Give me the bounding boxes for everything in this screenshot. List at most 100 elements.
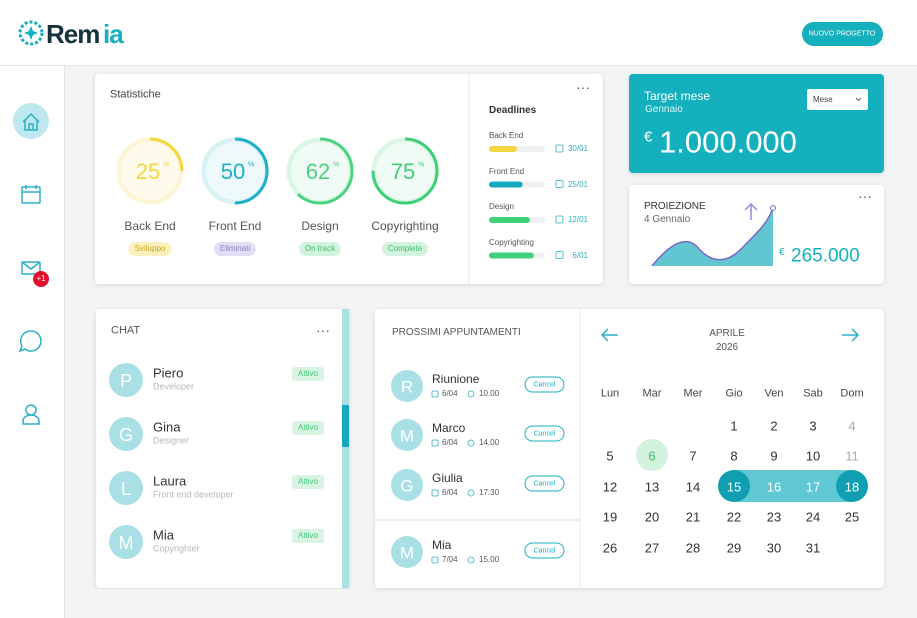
nav-calendar[interactable]	[21, 185, 41, 204]
range-band	[734, 470, 852, 502]
header	[0, 0, 917, 66]
calendar-day[interactable]: 14	[685, 479, 701, 495]
deadline-name: Front End	[489, 166, 525, 176]
stat-badge: Eliminati	[213, 242, 257, 256]
time-icon	[467, 489, 475, 497]
cancel-label[interactable]: Cancel	[533, 381, 556, 388]
calendar-day[interactable]: 24	[805, 509, 821, 525]
avatar-initial: M	[118, 533, 134, 553]
calendar-day[interactable]: 9	[770, 448, 778, 464]
calendar-day[interactable]: 3	[809, 418, 817, 434]
projection-line	[651, 207, 774, 267]
weekday: Mar	[642, 387, 662, 400]
calendar-day[interactable]: 8	[730, 448, 738, 464]
date-icon	[431, 489, 439, 497]
calendar-day[interactable]: 29	[726, 540, 742, 556]
nav-home[interactable]	[22, 112, 40, 131]
projection-arrow	[744, 202, 758, 220]
avatar	[391, 370, 423, 402]
calendar-day[interactable]: 13	[644, 479, 660, 495]
calendar-day[interactable]: 22	[726, 509, 742, 525]
calendar-day[interactable]: 2	[770, 418, 778, 434]
new-project-button[interactable]	[802, 22, 883, 46]
cancel-label[interactable]: Cancel	[533, 480, 556, 487]
deadline-date: 30/01	[567, 144, 588, 153]
calendar-day[interactable]: 21	[685, 509, 701, 525]
calendar-day[interactable]: 23	[766, 509, 782, 525]
deadline-cal-icon	[555, 215, 564, 224]
calendar-day[interactable]: 17	[805, 479, 821, 495]
calendar-day[interactable]: 1	[730, 418, 738, 434]
ring-percent: 75	[390, 159, 416, 184]
nav-profile[interactable]	[22, 404, 40, 425]
target-select[interactable]	[807, 89, 868, 110]
ring-progress	[371, 137, 439, 205]
logo-text: Rem	[46, 19, 100, 49]
appointment-date: 6/04	[442, 389, 458, 398]
chat-scroll-thumb[interactable]	[342, 405, 349, 447]
weekday: Dom	[840, 387, 864, 400]
calendar-day[interactable]: 4	[848, 418, 856, 434]
nav-active-bg	[13, 103, 49, 139]
cancel-label[interactable]: Cancel	[533, 547, 556, 554]
calendar-day[interactable]: 31	[805, 540, 821, 556]
appointment-name: Riunione	[432, 372, 480, 386]
deadline-name: Design	[489, 202, 514, 211]
nav-mail[interactable]	[21, 261, 41, 275]
range-end	[718, 470, 750, 502]
calendar-day[interactable]: 27	[644, 540, 660, 556]
calendar-day[interactable]: 26	[602, 540, 618, 556]
weekday: Ven	[764, 387, 784, 400]
avatar-initial: P	[119, 371, 133, 391]
calendar-day[interactable]: 10	[805, 448, 821, 464]
calendar-day[interactable]: 16	[766, 479, 782, 495]
contact-role: Developer	[153, 381, 195, 392]
calendar-day[interactable]: 25	[844, 509, 860, 525]
cancel-button[interactable]	[524, 475, 565, 492]
stats-title: Statistiche	[110, 88, 161, 101]
weekday: Mer	[683, 387, 703, 400]
calendar-month: APRILE	[709, 328, 745, 339]
appointment-time: 10.00	[479, 389, 500, 398]
appointment-time: 15.00	[479, 555, 500, 564]
calendar-day[interactable]: 6	[648, 448, 656, 464]
contact-name: Mia	[153, 527, 174, 543]
deadline-bar	[489, 181, 523, 188]
calendar-prev[interactable]	[600, 328, 618, 342]
cancel-button[interactable]	[524, 376, 565, 393]
calendar-day[interactable]: 30	[766, 540, 782, 556]
cancel-button[interactable]	[524, 425, 565, 442]
avatar	[391, 469, 423, 501]
deadline-cal-icon	[555, 251, 564, 259]
cancel-label[interactable]: Cancel	[533, 430, 556, 437]
more-dots: ···	[858, 188, 872, 204]
calendar-day[interactable]: 12	[602, 479, 618, 495]
calendar-day[interactable]: 15	[726, 479, 742, 495]
time-icon	[467, 556, 475, 564]
calendar-day[interactable]: 7	[689, 448, 697, 464]
stat-name: Copyrighting	[371, 219, 439, 233]
nav-chat[interactable]	[18, 330, 42, 353]
ring-unit: %	[333, 161, 340, 169]
calendar-day[interactable]: 5	[606, 448, 614, 464]
calendar-day[interactable]: 28	[685, 540, 701, 556]
ring-inner	[206, 142, 264, 200]
calendar-day[interactable]: 18	[844, 479, 860, 495]
contact-status: Attivo	[291, 367, 325, 381]
cancel-button[interactable]	[524, 542, 565, 559]
calendar-day[interactable]: 20	[644, 509, 660, 525]
contact-role: Front end developer	[153, 489, 234, 500]
calendar-day[interactable]: 19	[602, 509, 618, 525]
calendar-next[interactable]	[842, 328, 860, 342]
stat-badge: On track	[298, 242, 342, 256]
logo-icon	[18, 20, 44, 46]
calendar-day[interactable]: 11	[845, 448, 859, 464]
ring-percent: 62	[305, 159, 331, 184]
target-select-label[interactable]: Mese	[813, 95, 833, 104]
chat-scrollbar	[342, 309, 349, 588]
new-project-label[interactable]: NUOVO PROGETTO	[808, 30, 876, 38]
ring-progress	[116, 137, 184, 205]
deadline-bar	[489, 146, 517, 152]
ring-unit: %	[248, 161, 255, 169]
stat-name: Front End	[208, 219, 262, 233]
